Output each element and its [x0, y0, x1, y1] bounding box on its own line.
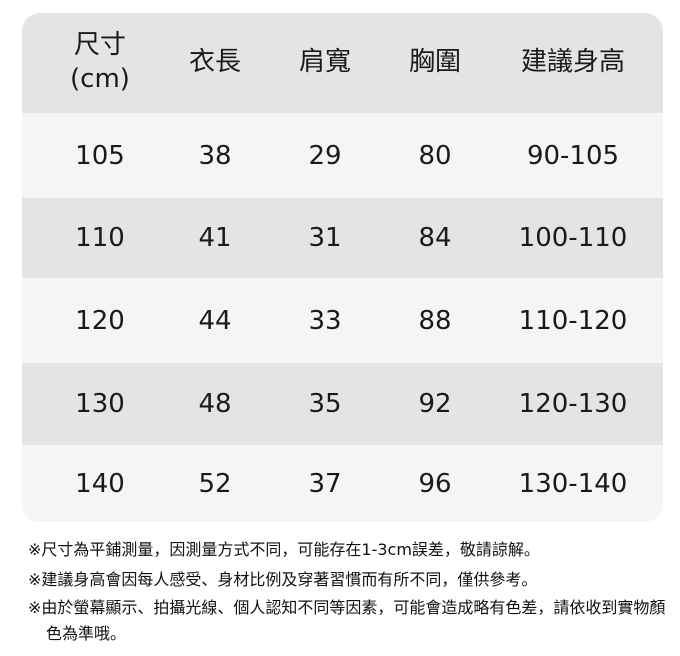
- table-row: 120 44 33 88 110-120: [22, 278, 663, 363]
- cell-height: 110-120: [518, 305, 628, 336]
- header-size-unit: (cm): [70, 64, 130, 94]
- cell-shoulder: 33: [308, 305, 342, 336]
- cell-height: 120-130: [518, 389, 628, 419]
- cell-chest: 84: [418, 223, 452, 253]
- cell-chest: 88: [418, 305, 452, 336]
- cell-shoulder: 29: [308, 140, 342, 171]
- cell-size: 140: [75, 468, 125, 499]
- header-chest: 胸圍: [408, 47, 462, 78]
- cell-length: 44: [198, 305, 232, 336]
- cell-size: 130: [75, 389, 125, 419]
- header-shoulder: 肩寬: [298, 47, 352, 78]
- table-header: 尺寸 (cm) 衣長 肩寬 胸圍 建議身高: [22, 13, 663, 113]
- cell-chest: 92: [418, 389, 452, 419]
- cell-height: 90-105: [526, 140, 620, 171]
- cell-size: 120: [75, 305, 125, 336]
- header-length: 衣長: [188, 47, 242, 78]
- cell-length: 52: [198, 468, 232, 499]
- note-measurement: ※尺寸為平鋪測量，因測量方式不同，可能存在1-3cm誤差，敬請諒解。: [28, 540, 540, 559]
- table-row: 110 41 31 84 100-110: [22, 198, 663, 278]
- header-height: 建議身高: [520, 47, 626, 78]
- cell-height: 100-110: [518, 223, 628, 253]
- cell-chest: 80: [418, 140, 452, 171]
- notes: ※尺寸為平鋪測量，因測量方式不同，可能存在1-3cm誤差，敬請諒解。 ※建議身高…: [28, 535, 668, 647]
- cell-size: 105: [75, 140, 125, 171]
- header-size-label: 尺寸: [73, 30, 127, 61]
- table-row: 105 38 29 80 90-105: [22, 113, 663, 198]
- cell-shoulder: 31: [308, 223, 342, 253]
- cell-length: 38: [198, 140, 232, 171]
- size-chart-table: 尺寸 (cm) 衣長 肩寬 胸圍 建議身高 105 38 29 80 90-105 110…: [22, 13, 663, 522]
- cell-length: 41: [198, 223, 232, 253]
- header-size: 尺寸 (cm): [70, 13, 130, 113]
- table-row: 140 52 37 96 130-140: [22, 445, 663, 522]
- table-row: 130 48 35 92 120-130: [22, 363, 663, 445]
- note-color: ※由於螢幕顯示、拍攝光線、個人認知不同等因素，可能會造成略有色差，請依收到實物顏…: [28, 598, 666, 643]
- cell-shoulder: 37: [308, 468, 342, 499]
- cell-shoulder: 35: [308, 389, 342, 419]
- cell-size: 110: [75, 223, 125, 253]
- cell-chest: 96: [418, 468, 452, 499]
- cell-height: 130-140: [518, 468, 628, 499]
- cell-length: 48: [198, 389, 232, 419]
- note-height: ※建議身高會因每人感受、身材比例及穿著習慣而有所不同，僅供參考。: [28, 570, 538, 589]
